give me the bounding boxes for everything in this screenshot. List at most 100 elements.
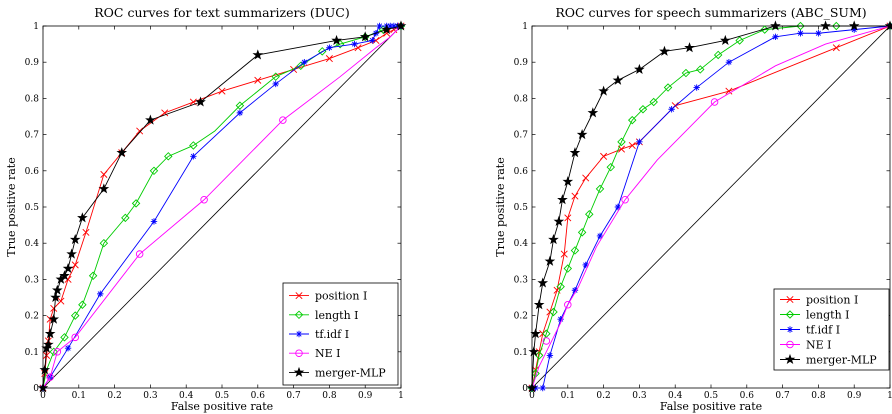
data-point-marker xyxy=(135,250,144,258)
data-point-marker xyxy=(556,282,565,291)
circle-marker-shape xyxy=(542,337,551,345)
asterisk-marker-stroke xyxy=(97,290,104,298)
y-tick-label: 0.2 xyxy=(514,312,528,322)
diamond-marker-shape xyxy=(294,310,304,320)
data-point-marker xyxy=(98,183,110,194)
data-point-marker xyxy=(636,138,643,146)
asterisk-marker-stroke xyxy=(64,344,72,352)
x-marker-stroke xyxy=(71,261,79,269)
circle-marker-shape xyxy=(710,98,719,106)
asterisk-marker-stroke xyxy=(272,80,279,88)
x-marker-stroke xyxy=(295,292,303,300)
data-point-marker xyxy=(617,137,626,147)
y-tick-label: 0.9 xyxy=(514,58,529,68)
y-tick-label: 0.8 xyxy=(25,94,40,104)
legend-label: length I xyxy=(315,309,359,322)
diamond-marker-shape xyxy=(681,68,691,78)
data-point-marker xyxy=(50,291,61,303)
x-tick-label: 0.2 xyxy=(596,391,610,401)
diamond-marker-shape xyxy=(121,213,130,223)
x-tick-label: 0.9 xyxy=(358,391,373,401)
chance-diagonal-line xyxy=(531,25,891,389)
asterisk-marker-stroke xyxy=(295,330,303,338)
data-point-marker xyxy=(532,384,539,392)
x-marker-stroke xyxy=(786,295,794,304)
diamond-marker-shape xyxy=(549,307,558,317)
star-marker-shape xyxy=(634,63,645,74)
data-point-marker xyxy=(582,174,590,182)
star-marker-shape xyxy=(562,176,574,187)
star-marker-shape xyxy=(530,328,541,339)
diamond-marker-shape xyxy=(696,65,705,74)
star-marker-shape xyxy=(544,255,556,266)
x-tick-label: 0.7 xyxy=(775,391,790,401)
star-marker-shape xyxy=(59,270,70,281)
data-point-marker xyxy=(820,20,831,31)
data-point-marker xyxy=(570,246,580,255)
data-point-marker xyxy=(564,300,572,309)
circle-marker-shape xyxy=(621,196,629,204)
data-point-marker xyxy=(254,76,262,84)
star-marker-shape xyxy=(557,194,568,205)
star-marker-shape xyxy=(395,20,407,31)
circle-marker-shape xyxy=(53,348,62,356)
y-tick-label: 0.4 xyxy=(25,239,40,249)
diamond-marker-shape xyxy=(595,184,605,194)
data-point-marker xyxy=(43,351,51,359)
x-tick-label: 0.3 xyxy=(143,391,158,401)
data-point-marker xyxy=(564,214,572,222)
asterisk-marker-stroke xyxy=(387,22,394,30)
legend-item: length I xyxy=(780,309,850,322)
data-point-marker xyxy=(649,97,658,107)
data-point-marker xyxy=(59,270,70,281)
legend-label: tf.idf I xyxy=(806,324,840,337)
x-tick-label: 0 xyxy=(529,391,535,401)
diamond-marker-shape xyxy=(713,50,723,60)
x-marker-stroke xyxy=(100,170,108,178)
data-point-marker xyxy=(638,105,648,114)
star-marker-shape xyxy=(528,346,540,357)
x-tick-label: 0.1 xyxy=(561,391,575,401)
data-point-marker xyxy=(537,277,549,288)
star-marker-shape xyxy=(77,212,88,223)
star-marker-shape xyxy=(526,382,538,393)
data-point-marker xyxy=(557,316,564,323)
data-point-marker xyxy=(271,72,280,81)
diamond-marker-shape xyxy=(534,351,544,360)
series-merger-mlp xyxy=(526,20,892,393)
data-point-marker xyxy=(544,255,556,266)
diamond-marker-shape xyxy=(131,199,141,208)
y-tick-label: 0.7 xyxy=(514,131,529,141)
data-point-marker xyxy=(49,347,58,357)
x-tick-label: 0.6 xyxy=(740,391,755,401)
data-point-marker xyxy=(770,20,781,31)
data-point-marker xyxy=(52,284,63,295)
series-ne-i xyxy=(531,25,891,389)
asterisk-marker-stroke xyxy=(539,384,546,392)
data-point-marker xyxy=(576,129,588,140)
diamond-marker-shape xyxy=(556,282,565,291)
data-point-marker xyxy=(44,328,56,339)
data-point-marker xyxy=(815,30,822,37)
legend-marker xyxy=(786,295,794,304)
legend-label: tf.idf I xyxy=(315,328,349,341)
star-marker-shape xyxy=(659,45,670,56)
legend: position I length I tf.idf I NE I merger-MLP xyxy=(773,288,890,371)
y-axis-label: True positive rate xyxy=(5,157,18,256)
x-tick-label: 0.8 xyxy=(322,391,337,401)
data-point-marker xyxy=(595,184,605,194)
data-point-marker xyxy=(772,33,779,41)
legend-item: NE I xyxy=(780,339,832,352)
data-point-marker xyxy=(668,106,675,113)
x-marker-stroke xyxy=(571,192,579,200)
diamond-marker-shape xyxy=(78,300,87,309)
diamond-marker-shape xyxy=(296,61,305,71)
asterisk-marker-stroke xyxy=(582,261,589,269)
data-point-marker xyxy=(539,384,546,392)
star-marker-shape xyxy=(69,234,81,245)
diamond-marker-shape xyxy=(164,152,173,161)
legend-item: position I xyxy=(780,294,858,307)
data-point-marker xyxy=(53,348,62,356)
x-tick-label: 0.9 xyxy=(847,391,862,401)
data-point-marker xyxy=(851,26,858,33)
